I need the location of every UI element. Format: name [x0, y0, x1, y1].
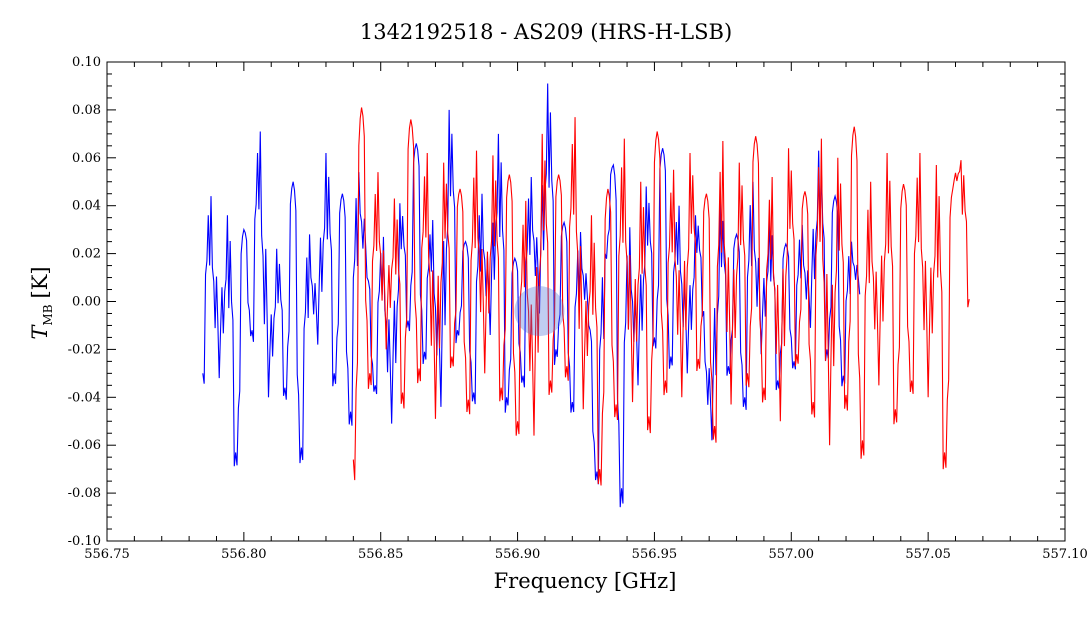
y-tick-label: 0.10	[72, 55, 101, 70]
x-tick-label: 557.10	[1042, 547, 1088, 562]
x-tick-label: 556.90	[495, 547, 541, 562]
x-tick-label: 557.00	[769, 547, 815, 562]
y-axis-label-main: T	[28, 324, 52, 340]
highlight-marker	[514, 286, 565, 337]
x-axis-label: Frequency [GHz]	[494, 569, 677, 593]
y-tick-label: 0.04	[72, 199, 101, 214]
y-axis-label-unit: [K]	[28, 266, 52, 298]
x-tick-label: 556.95	[632, 547, 678, 562]
plot-area: 556.75 556.80 556.85 556.90 556.95 557.00 557.…	[68, 55, 1088, 562]
x-tick-label: 556.85	[358, 547, 404, 562]
y-axis-label-subscript: MB	[41, 304, 55, 325]
x-tick-label: 556.75	[84, 547, 130, 562]
y-tick-label: -0.10	[68, 534, 101, 549]
y-tick-label: -0.08	[68, 486, 101, 501]
y-tick-label: -0.02	[68, 342, 101, 357]
y-tick-label: -0.06	[68, 438, 101, 453]
y-tick-label: 0.00	[72, 295, 101, 310]
x-tick-label: 557.05	[905, 547, 951, 562]
x-tick-label: 556.80	[221, 547, 267, 562]
series-line-1	[202, 83, 861, 508]
y-tick-label: 0.06	[72, 151, 101, 166]
y-tick-label: -0.04	[68, 390, 101, 405]
y-axis-label: TMB [K]	[28, 266, 55, 339]
chart-title: 1342192518 - AS209 (HRS-H-LSB)	[360, 20, 732, 44]
svg-text:TMB[K]: TMB [K]	[28, 266, 55, 339]
series-line-2	[352, 107, 970, 486]
y-tick-label: 0.02	[72, 247, 101, 262]
y-tick-label: 0.08	[72, 103, 101, 118]
